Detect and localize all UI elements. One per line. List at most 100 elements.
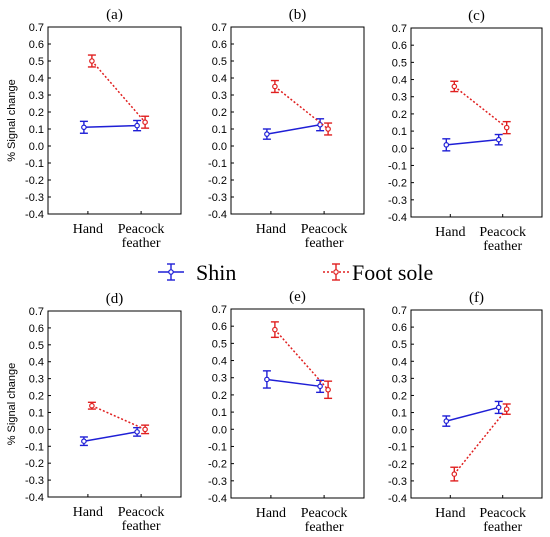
y-tick-label: 0.3 <box>392 373 407 385</box>
y-tick-label: 0.0 <box>392 143 407 155</box>
y-tick-label: -0.2 <box>25 458 44 470</box>
y-tick-label: -0.3 <box>388 476 407 488</box>
x-tick-label-line: Peacock <box>118 505 165 520</box>
y-tick-label: 0.4 <box>212 73 227 85</box>
data-point <box>325 386 331 393</box>
y-tick-label: -0.1 <box>25 158 44 170</box>
x-tick-label-line: feather <box>305 236 344 251</box>
y-tick-label: 0.5 <box>212 56 227 68</box>
x-tick-label: Hand <box>256 222 286 237</box>
series-line-foot-sole <box>453 85 508 129</box>
x-tick-label: Peacock feather <box>118 222 165 251</box>
y-tick-label: 0.6 <box>212 39 227 51</box>
y-tick-label: 0.3 <box>212 373 227 385</box>
legend-label: Foot sole <box>352 260 433 285</box>
y-tick-label: -0.4 <box>388 493 407 505</box>
data-point <box>443 142 450 148</box>
x-tick-label-line: feather <box>122 236 161 251</box>
y-tick-label: 0.5 <box>392 339 407 351</box>
x-tick-label-line: feather <box>122 519 161 534</box>
x-tick-label: Hand <box>256 506 286 521</box>
y-tick-label: -0.3 <box>25 475 44 487</box>
panel-e: -0.4 -0.3 -0.2 -0.1 0.0 0.1 0.2 0.3 0.4 0.5 0.6 0.7… <box>208 289 365 535</box>
y-tick-label: -0.1 <box>25 441 44 453</box>
y-tick-label: 0.5 <box>392 57 407 69</box>
y-tick-label: 0.6 <box>392 40 407 52</box>
panel-a: -0.4 -0.3 -0.2 -0.1 0.0 0.1 0.2 0.3 0.4 0.5 0.6 0.7… <box>6 7 182 251</box>
x-tick-label-line: Hand <box>73 505 103 520</box>
series-line-foot-sole <box>453 408 508 475</box>
data-point <box>142 119 148 126</box>
y-tick-label: -0.3 <box>388 195 407 207</box>
y-tick-label: 0.2 <box>29 107 44 119</box>
y-axis-label: % Signal change <box>6 363 18 446</box>
y-axis-label: % Signal change <box>6 79 18 162</box>
series-line-shin <box>446 406 499 422</box>
y-tick-label: -0.4 <box>25 209 44 221</box>
plot-frame <box>230 308 365 499</box>
plot-frame <box>47 310 182 498</box>
x-tick-label-line: Hand <box>256 506 286 521</box>
x-tick-label-line: feather <box>483 520 522 535</box>
plot-frame <box>230 26 365 215</box>
y-tick-label: 0.7 <box>392 305 407 317</box>
x-tick-label-line: Peacock <box>118 222 165 237</box>
data-point <box>451 471 458 477</box>
x-tick-label: Peacock feather <box>479 225 526 254</box>
x-tick-label: Peacock feather <box>118 505 165 534</box>
y-tick-label: 0.6 <box>29 323 44 335</box>
data-point <box>134 429 140 435</box>
x-tick-label: Hand <box>435 225 465 240</box>
y-tick-label: 0.6 <box>212 321 227 333</box>
y-tick-label: -0.4 <box>208 493 227 505</box>
panel-f: -0.4 -0.3 -0.2 -0.1 0.0 0.1 0.2 0.3 0.4 0.5 0.6 0.7… <box>388 290 543 535</box>
y-tick-label: -0.2 <box>388 178 407 190</box>
panel-d: -0.4 -0.3 -0.2 -0.1 0.0 0.1 0.2 0.3 0.4 0.5 0.6 0.7… <box>6 291 182 534</box>
legend: Shin Foot sole <box>158 260 433 285</box>
y-tick-label: 0.1 <box>212 124 227 136</box>
y-tick-label: 0.1 <box>392 126 407 138</box>
y-tick-label: -0.1 <box>208 441 227 453</box>
series-line-foot-sole <box>91 60 146 123</box>
y-tick-label: 0.4 <box>392 75 407 87</box>
series-line-shin <box>83 124 138 129</box>
x-tick-label-line: feather <box>483 239 522 254</box>
data-point <box>272 326 278 333</box>
x-tick-label: Hand <box>435 506 465 521</box>
data-point <box>89 402 95 409</box>
y-tick-label: 0.7 <box>212 22 227 34</box>
data-point <box>451 83 458 90</box>
y-tick-label: 0.0 <box>212 141 227 153</box>
y-tick-label: 0.0 <box>29 141 44 153</box>
x-tick-label-line: Peacock <box>301 222 348 237</box>
data-point <box>264 376 270 383</box>
series-line-shin <box>266 378 321 388</box>
panel-label: (e) <box>289 289 306 305</box>
y-tick-label: 0.4 <box>212 356 227 368</box>
y-tick-label: 0.1 <box>212 407 227 419</box>
legend-item-shin: Shin <box>158 260 236 285</box>
series-line-foot-sole <box>274 85 329 130</box>
panel-label: (d) <box>106 291 124 307</box>
legend-marker <box>333 269 339 275</box>
y-tick-label: -0.2 <box>208 459 227 471</box>
y-tick-label: 0.3 <box>29 374 44 386</box>
y-tick-label: -0.2 <box>25 175 44 187</box>
data-point <box>495 136 502 143</box>
y-tick-label: 0.0 <box>29 424 44 436</box>
y-tick-label: 0.0 <box>212 424 227 436</box>
x-tick-label-line: Peacock <box>479 225 526 240</box>
panel-label: (c) <box>468 8 485 24</box>
data-point <box>317 383 323 390</box>
y-tick-label: 0.4 <box>392 356 407 368</box>
legend-item-foot-sole: Foot sole <box>323 260 433 285</box>
data-point <box>264 131 270 137</box>
data-point <box>89 58 95 64</box>
x-tick-label: Hand <box>73 222 103 237</box>
data-point <box>443 418 450 424</box>
y-tick-label: -0.4 <box>388 212 407 224</box>
data-point <box>503 124 510 131</box>
y-tick-label: 0.1 <box>392 408 407 420</box>
x-tick-label-line: Hand <box>73 222 103 237</box>
